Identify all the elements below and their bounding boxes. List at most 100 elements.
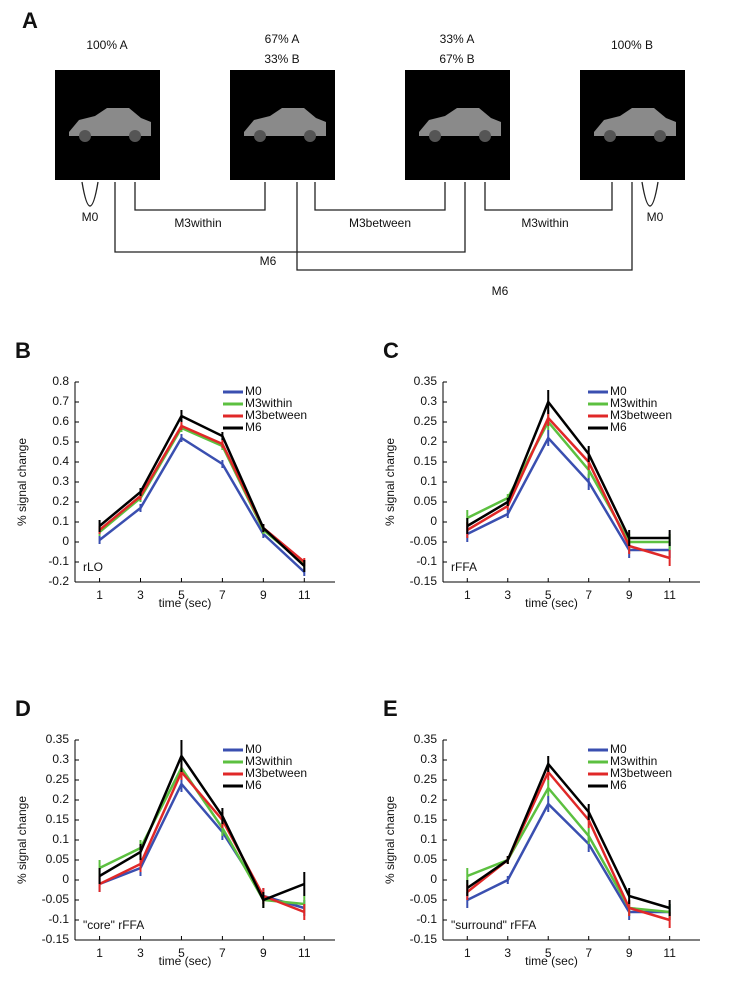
image-label: 33% B	[264, 52, 299, 66]
y-tick-label: 0.5	[52, 434, 69, 448]
y-tick-label: -0.1	[48, 912, 69, 926]
y-tick-label: 0.3	[52, 474, 69, 488]
legend-label: M3within	[610, 754, 657, 768]
panel-letter: E	[383, 696, 398, 721]
y-tick-label: 0.05	[46, 852, 70, 866]
x-tick-label: 5	[178, 946, 185, 960]
x-tick-label: 9	[626, 588, 633, 602]
connection-label: M3within	[174, 216, 221, 230]
y-tick-label: 0	[62, 534, 69, 548]
series-line	[99, 781, 305, 910]
connection-label: M0	[82, 210, 99, 224]
legend-label: M6	[610, 778, 627, 792]
series-line	[98, 753, 305, 902]
x-tick-label: 1	[464, 588, 471, 602]
y-tick-label: 0.2	[52, 792, 69, 806]
legend-label: M3within	[610, 396, 657, 410]
legend-label: M6	[610, 420, 627, 434]
series-line	[466, 801, 670, 914]
region-label: "core" rFFA	[83, 918, 144, 932]
y-tick-label: -0.2	[48, 574, 69, 588]
connector	[314, 182, 446, 211]
series-line	[466, 419, 670, 544]
x-tick-label: 7	[585, 946, 592, 960]
connector	[484, 182, 613, 211]
y-tick-label: -0.1	[48, 554, 69, 568]
y-tick-label: 0.15	[414, 812, 438, 826]
legend-label: M3within	[245, 754, 292, 768]
panel-letter: D	[15, 696, 31, 721]
series-line	[98, 436, 306, 573]
y-tick-label: 0	[430, 514, 437, 528]
series-line	[98, 424, 306, 563]
connection-label: M0	[647, 210, 664, 224]
series-line	[99, 765, 305, 906]
x-tick-label: 9	[260, 588, 267, 602]
legend-label: M3between	[610, 766, 672, 780]
y-axis-label: % signal change	[15, 438, 29, 526]
y-tick-label: 0.3	[420, 394, 437, 408]
legend-label: M0	[610, 742, 627, 756]
y-tick-label: 0.2	[420, 792, 437, 806]
y-axis-label: % signal change	[383, 796, 397, 884]
y-tick-label: 0.1	[52, 514, 69, 528]
x-tick-label: 5	[545, 588, 552, 602]
x-tick-label: 5	[178, 588, 185, 602]
car-image	[580, 70, 685, 180]
connection-label: M6	[492, 284, 509, 298]
car-image	[405, 70, 510, 180]
y-tick-label: -0.15	[410, 574, 438, 588]
x-tick-label: 7	[219, 588, 226, 602]
x-tick-label: 7	[585, 588, 592, 602]
connections	[81, 181, 659, 271]
y-tick-label: 0.35	[414, 374, 438, 388]
x-tick-label: 3	[504, 946, 511, 960]
x-tick-label: 11	[663, 946, 676, 960]
loop	[81, 181, 99, 207]
y-tick-label: 0.7	[52, 394, 69, 408]
image-label: 33% A	[440, 32, 475, 46]
legend-label: M0	[245, 742, 262, 756]
y-tick-label: 0.05	[414, 852, 438, 866]
panel-letter: C	[383, 338, 399, 363]
car-image	[55, 70, 160, 180]
x-tick-label: 1	[464, 946, 471, 960]
y-tick-label: -0.1	[416, 554, 437, 568]
y-axis-label: % signal change	[15, 796, 29, 884]
loop	[641, 181, 659, 207]
region-label: rFFA	[451, 560, 477, 574]
y-tick-label: 0.25	[414, 772, 438, 786]
region-label: "surround" rFFA	[451, 918, 536, 932]
y-tick-label: 0.15	[414, 454, 438, 468]
y-tick-label: 0.35	[46, 732, 70, 746]
series-line	[98, 414, 306, 567]
y-tick-label: -0.15	[410, 932, 438, 946]
y-tick-label: 0.2	[420, 434, 437, 448]
x-tick-label: 7	[219, 946, 226, 960]
connection-label: M3between	[349, 216, 411, 230]
series-line	[466, 435, 670, 552]
y-tick-label: 0.4	[52, 454, 69, 468]
y-tick-label: -0.05	[410, 892, 438, 906]
panel-letter: B	[15, 338, 31, 363]
y-tick-label: 0.8	[52, 374, 69, 388]
x-tick-label: 3	[504, 588, 511, 602]
y-tick-label: 0.35	[414, 732, 438, 746]
legend-label: M6	[245, 778, 262, 792]
connector	[114, 182, 466, 253]
legend-label: M3between	[610, 408, 672, 422]
y-tick-label: 0.25	[46, 772, 70, 786]
x-tick-label: 11	[663, 588, 676, 602]
y-tick-label: -0.1	[416, 912, 437, 926]
image-label: 67% A	[265, 32, 300, 46]
series-line	[466, 399, 670, 540]
image-label: 100% B	[611, 38, 653, 52]
y-tick-label: 0.1	[420, 832, 437, 846]
y-tick-label: 0.3	[420, 752, 437, 766]
y-tick-label: 0	[430, 872, 437, 886]
x-tick-label: 11	[298, 946, 311, 960]
series-line	[99, 769, 305, 914]
legend-label: M0	[610, 384, 627, 398]
y-tick-label: 0.05	[414, 494, 438, 508]
